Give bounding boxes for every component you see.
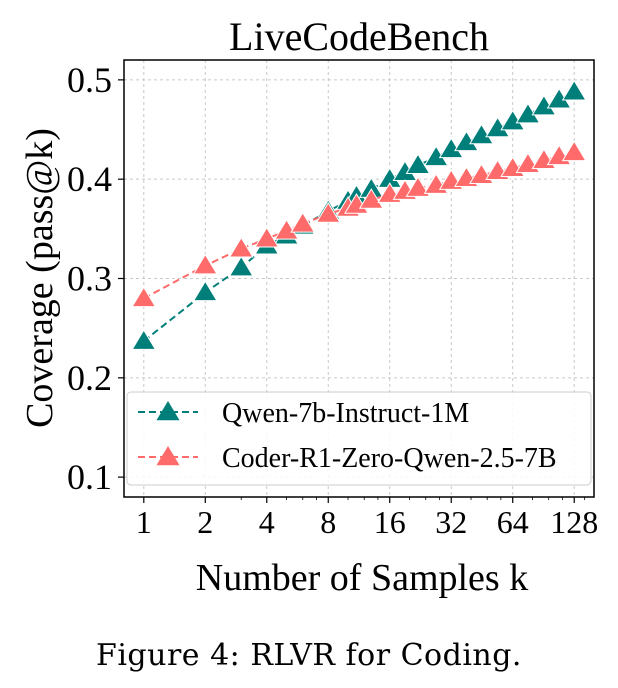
data-point-0 xyxy=(405,153,431,175)
data-point-0 xyxy=(192,280,218,302)
x-axis-label: Number of Samples k xyxy=(196,557,528,599)
data-point-1 xyxy=(290,211,316,233)
series-layer xyxy=(131,79,587,350)
x-tick-label: 128 xyxy=(550,504,598,540)
x-tick-label: 32 xyxy=(435,504,467,540)
x-tick-label: 1 xyxy=(136,504,152,540)
data-point-1 xyxy=(315,201,341,223)
data-point-1 xyxy=(561,140,587,162)
x-tick-label: 4 xyxy=(259,504,275,540)
data-point-0 xyxy=(131,329,157,350)
y-axis-label: Coverage (pass@k) xyxy=(19,128,61,428)
legend-marker-1 xyxy=(156,446,180,466)
figure-caption: Figure 4: RLVR for Coding. xyxy=(96,638,522,673)
legend-marker-0 xyxy=(156,401,180,421)
data-point-1 xyxy=(405,176,431,197)
data-point-1 xyxy=(228,236,254,258)
ticks: 1 2 4 8 16 32 64 128 0.1 0.2 0.3 0.4 0.5 xyxy=(67,60,598,540)
data-point-1 xyxy=(192,253,218,275)
data-point-1 xyxy=(254,226,280,248)
y-tick-label: 0.4 xyxy=(67,159,112,199)
y-tick-label: 0.1 xyxy=(67,457,112,497)
x-tick-label: 2 xyxy=(197,504,213,540)
data-point-0 xyxy=(228,255,254,277)
legend-label-0: Qwen-7b-Instruct-1M xyxy=(222,398,469,429)
chart-title: LiveCodeBench xyxy=(229,14,489,59)
data-point-1 xyxy=(131,286,157,308)
x-tick-label: 64 xyxy=(497,504,529,540)
legend-box xyxy=(126,391,592,486)
x-tick-label: 16 xyxy=(374,504,406,540)
y-tick-label: 0.3 xyxy=(67,259,112,299)
legend: Qwen-7b-Instruct-1M Coder-R1-Zero-Qwen-2.… xyxy=(126,391,592,486)
x-tick-label: 8 xyxy=(320,504,336,540)
y-tick-label: 0.5 xyxy=(67,60,112,100)
legend-label-1: Coder-R1-Zero-Qwen-2.5-7B xyxy=(222,443,557,474)
data-point-0 xyxy=(561,79,587,101)
data-point-1 xyxy=(358,188,384,209)
y-tick-label: 0.2 xyxy=(67,358,112,398)
